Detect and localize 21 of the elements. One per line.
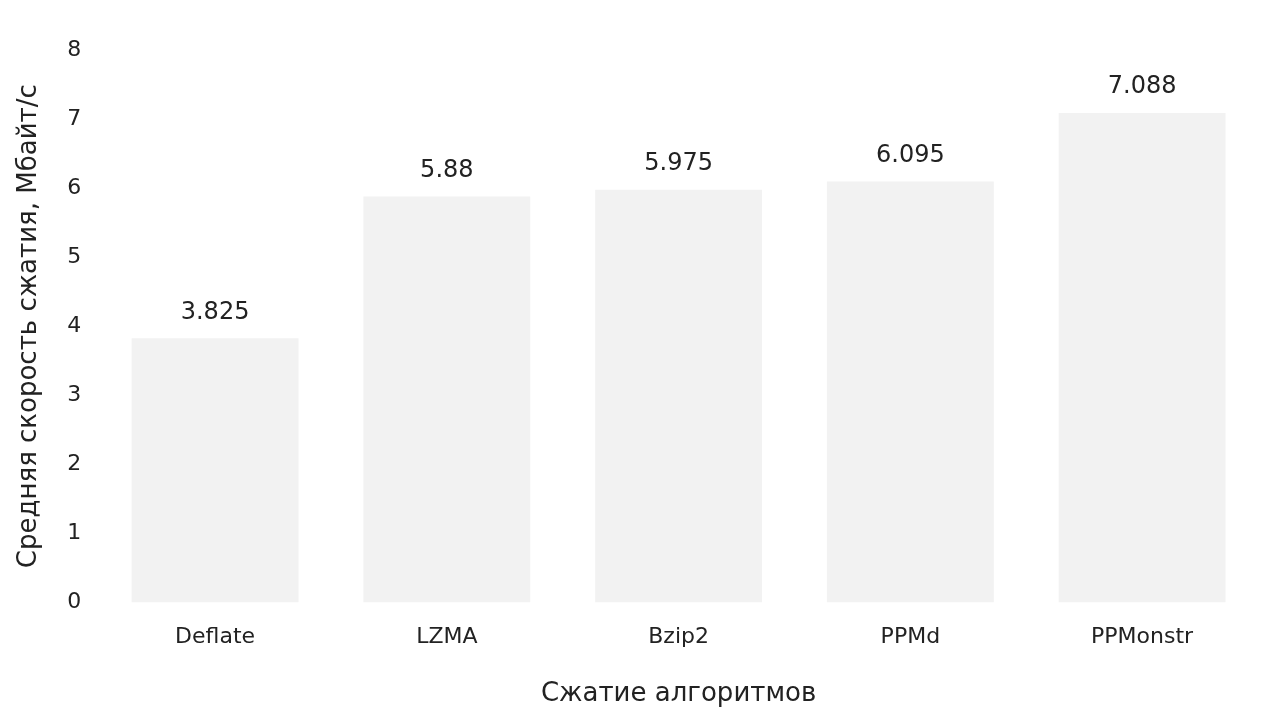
data-label: 6.095: [876, 139, 945, 168]
x-axis-title: Сжатие алгоритмов: [540, 677, 817, 708]
y-tick-label: 3: [67, 380, 82, 406]
y-tick-label: 7: [67, 104, 82, 130]
y-tick-label: 8: [67, 35, 82, 61]
data-label: 5.88: [420, 154, 474, 183]
x-tick-label: LZMA: [416, 623, 478, 649]
y-tick-label: 4: [67, 311, 82, 337]
data-label: 5.975: [644, 148, 713, 177]
y-tick-label: 0: [67, 588, 82, 614]
y-tick-label: 5: [67, 242, 82, 268]
y-tick-label: 1: [67, 519, 82, 545]
x-tick-label: PPMonstr: [1091, 623, 1195, 649]
x-tick-label: Deflate: [175, 623, 256, 649]
x-tick-label: PPMd: [880, 623, 941, 649]
x-tick-label: Bzip2: [648, 623, 709, 649]
y-axis-title: Средняя скорость сжатия, Мбайт/с: [12, 84, 43, 569]
y-tick-label: 2: [67, 450, 82, 476]
data-label: 7.088: [1107, 71, 1177, 100]
y-tick-label: 6: [67, 173, 82, 199]
data-label: 3.825: [180, 296, 250, 325]
